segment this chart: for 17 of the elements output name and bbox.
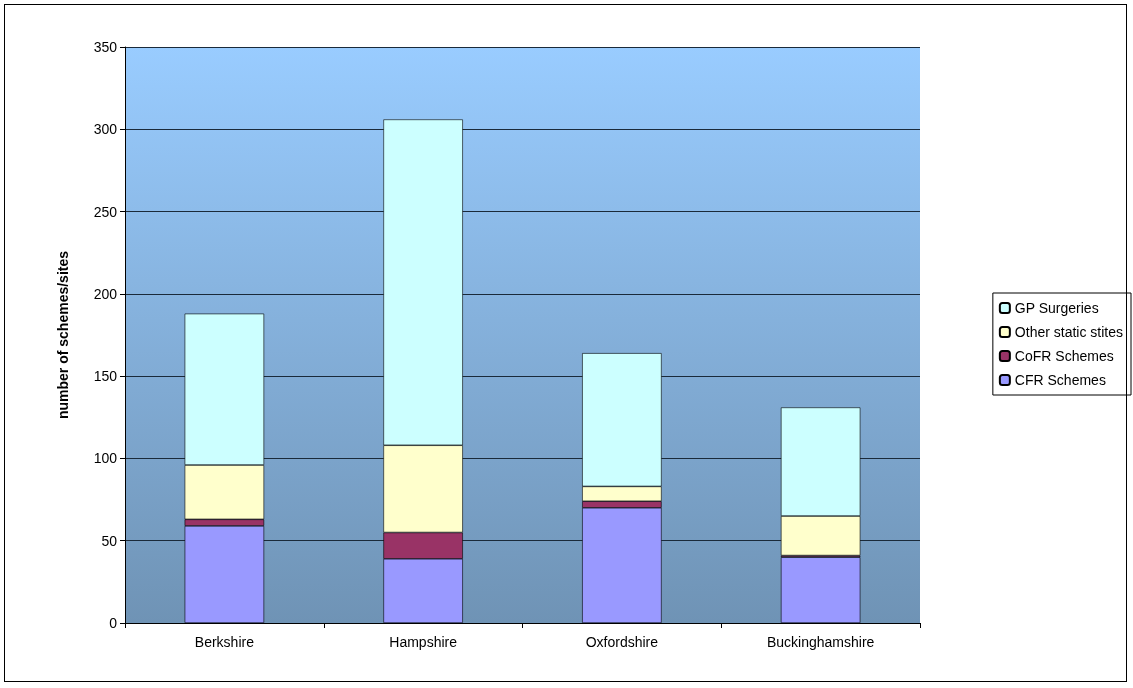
legend-label: Other static stites xyxy=(1014,324,1124,340)
x-tick-label: Berkshire xyxy=(194,634,255,650)
y-tick-label: 0 xyxy=(109,615,118,631)
y-tick-label: 150 xyxy=(93,368,118,385)
y-axis-title: number of schemes/sites xyxy=(55,250,71,420)
x-tick-label: Hampshire xyxy=(389,634,458,650)
y-tick-label: 350 xyxy=(93,39,118,55)
y-tick-label: 250 xyxy=(93,203,118,220)
y-tick-label: 300 xyxy=(93,121,118,138)
x-tick-label: Oxfordshire xyxy=(585,634,659,650)
y-tick-label: 200 xyxy=(93,285,118,302)
legend-label: CFR Schemes xyxy=(1014,372,1106,388)
y-tick-label: 50 xyxy=(101,532,118,549)
x-tick-label: Buckinghamshire xyxy=(766,634,875,650)
y-tick-label: 100 xyxy=(93,450,118,467)
legend-label: GP Surgeries xyxy=(1014,300,1099,316)
legend-label: CoFR Schemes xyxy=(1014,348,1114,364)
